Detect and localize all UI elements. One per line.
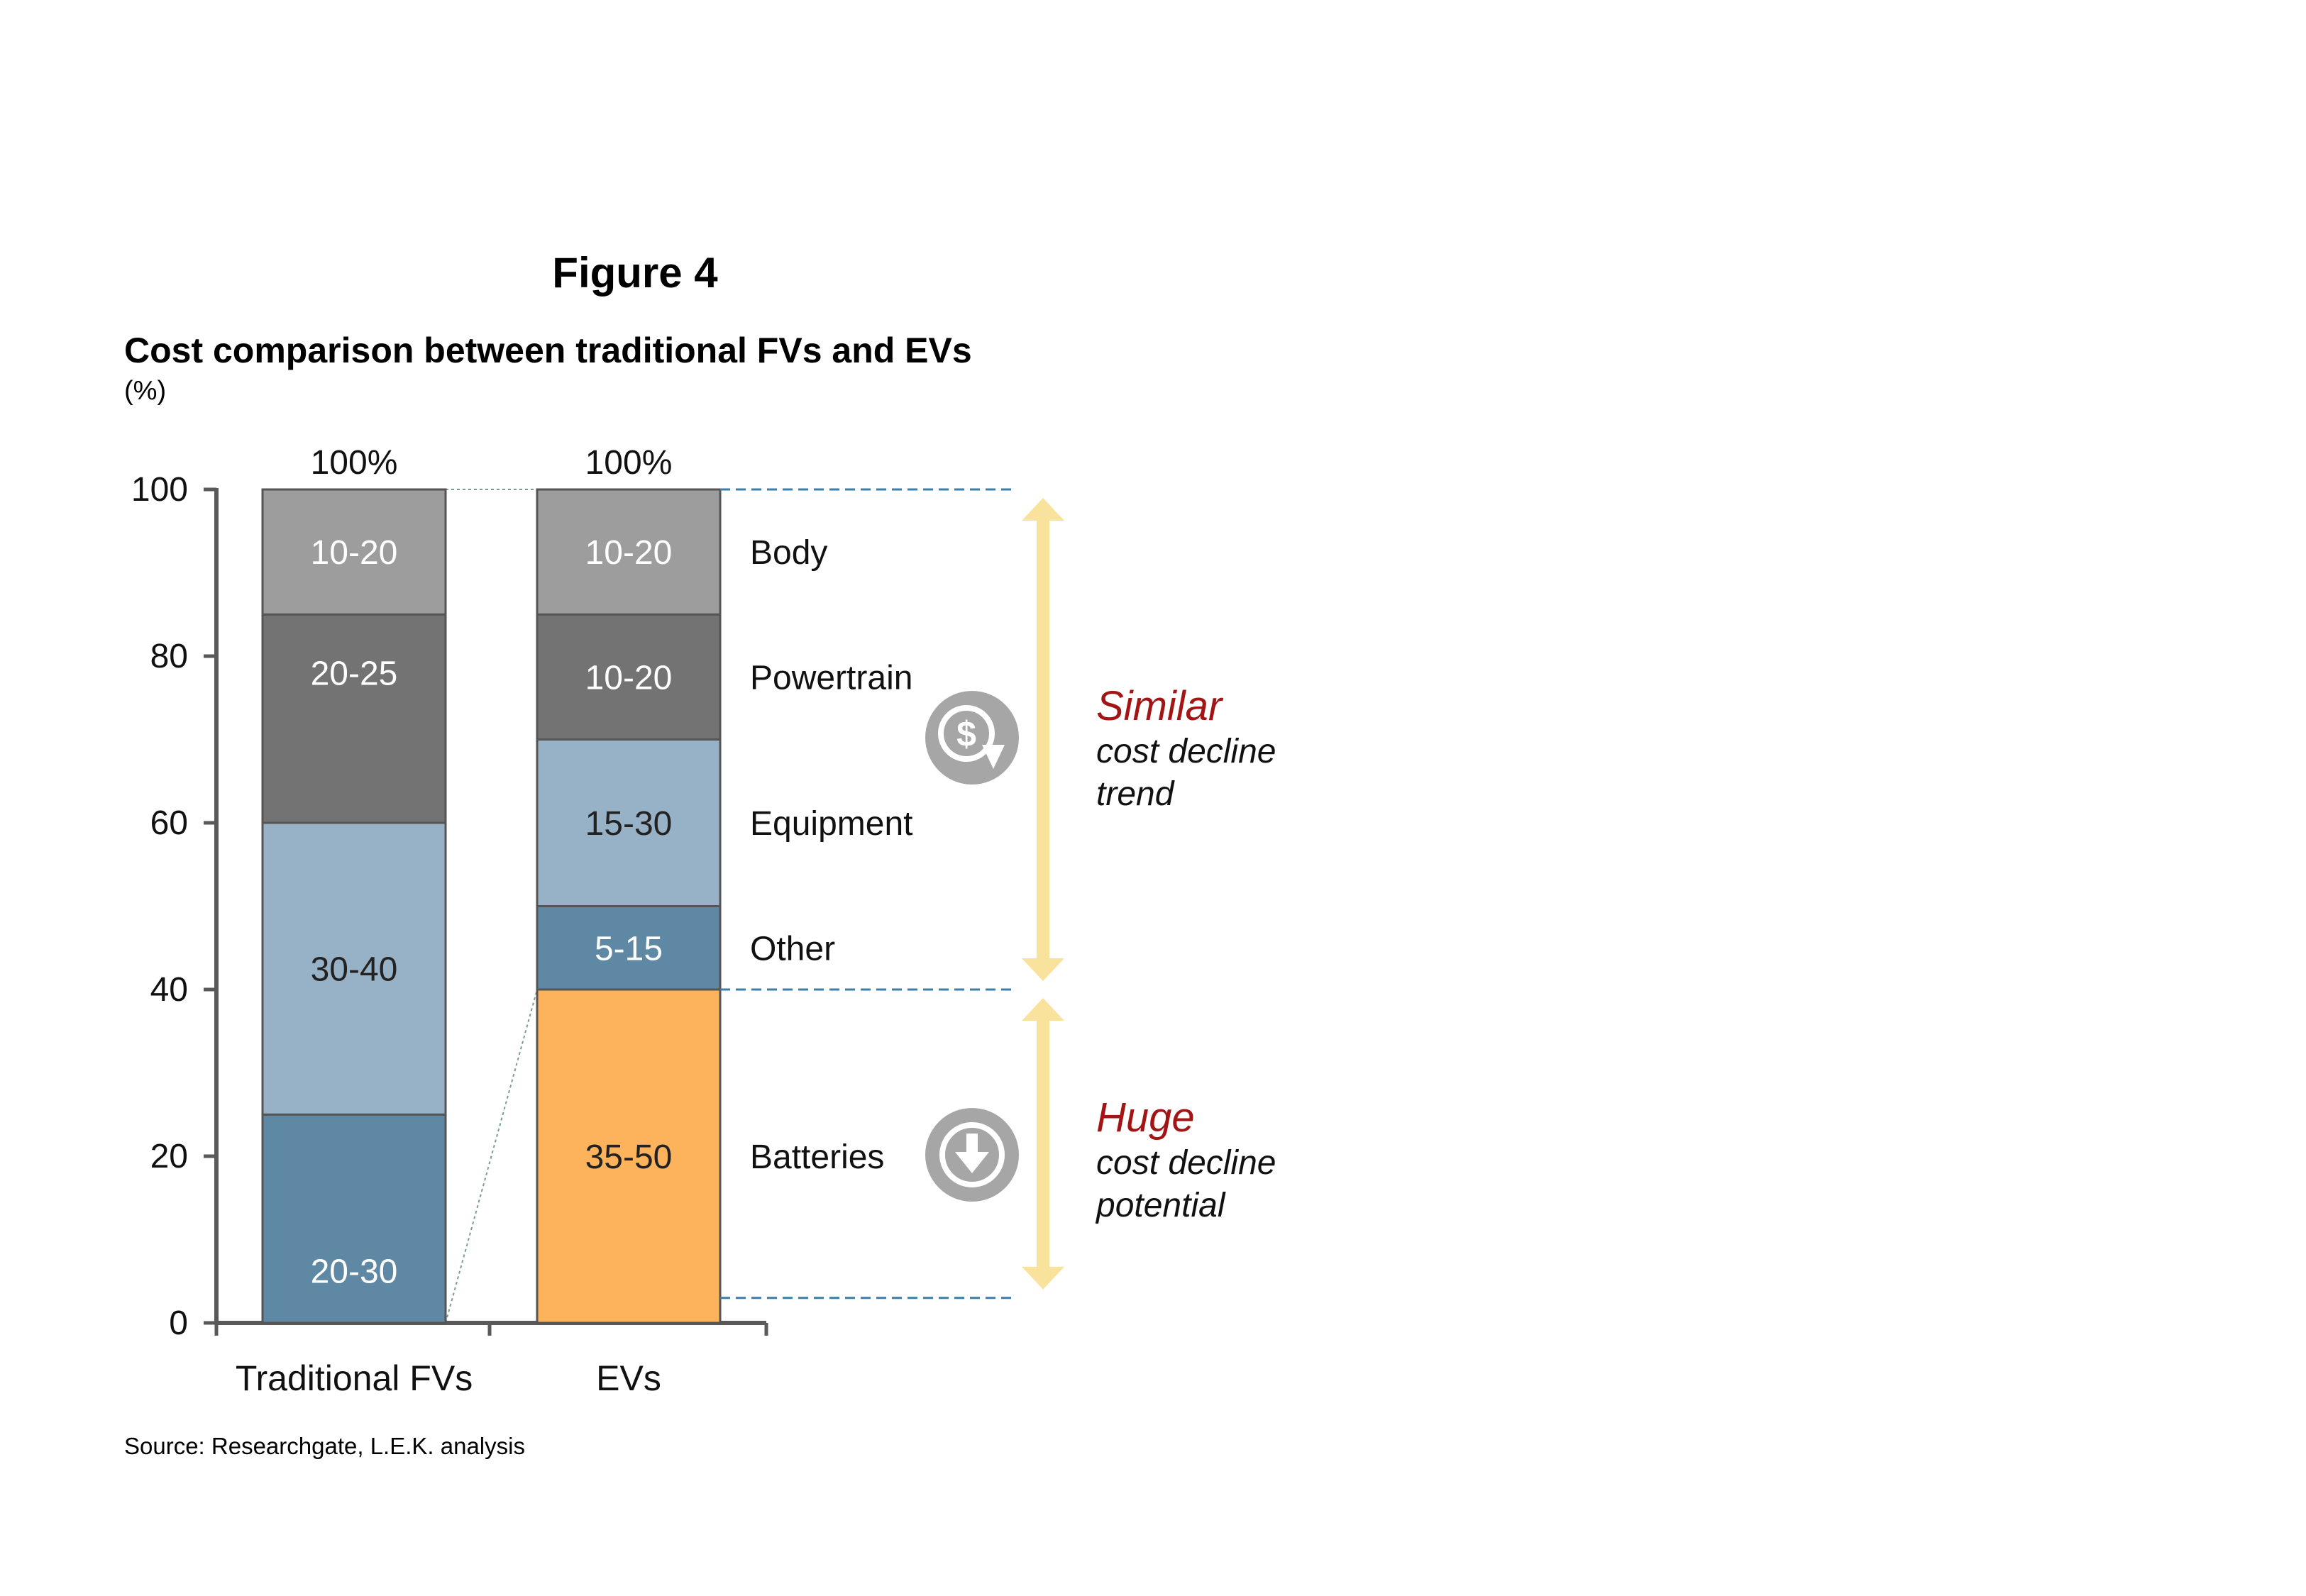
x-category-label: Traditional FVs [236,1358,473,1398]
annotation-emphasis: Huge [1096,1095,1195,1141]
range-arrow-head [1022,958,1064,981]
bar-segment [536,613,722,741]
series-label: Batteries [750,1138,884,1176]
bar-data-label: 20-25 [311,655,398,693]
figure-label: Figure 4 [552,249,718,297]
bar-data-label: 10-20 [585,534,673,572]
connector-line [445,989,538,1324]
bar-segment [536,988,722,1324]
down-arrow-shaft-icon [966,1134,978,1153]
chart-title: Cost comparison between traditional FVs … [124,331,972,370]
unit-label: (%) [124,376,167,406]
annotation-text: trend [1096,775,1175,813]
y-tick-label: 60 [150,804,188,842]
annotation-text: cost decline [1096,1144,1276,1182]
series-label: Equipment [750,805,912,843]
bar-data-label: 10-20 [585,659,673,697]
series-label: Powertrain [750,659,912,697]
bar-data-label: 15-30 [585,805,673,843]
y-tick-label: 40 [150,971,188,1009]
bar-data-label: 5-15 [595,930,663,968]
bar-total-label: 100% [311,444,398,482]
y-tick-label: 20 [150,1138,188,1175]
annotation-text: potential [1095,1187,1226,1224]
bar-segment [261,1113,447,1324]
bar-data-label: 10-20 [311,534,398,572]
down-arrow-icon [982,745,1005,769]
annotation-text: cost decline [1096,733,1276,770]
bar-data-label: 30-40 [311,951,398,989]
annotation-emphasis: Similar [1096,683,1224,729]
range-arrow-head [1022,498,1064,521]
ring-icon [939,1122,1005,1187]
series-label: Body [750,534,827,572]
bar-segment [261,488,447,616]
range-arrow-head [1022,998,1064,1021]
x-category-label: EVs [596,1358,661,1398]
dollar-ring-icon [938,705,995,762]
range-arrow-head [1022,1266,1064,1290]
bar-segment [261,613,447,824]
down-arrow-icon [955,1152,989,1173]
bar-data-label: 20-30 [311,1253,398,1291]
y-tick-label: 100 [131,471,188,509]
series-label: Other [750,930,835,968]
source-note: Source: Researchgate, L.E.K. analysis [124,1433,525,1459]
bar-segment [536,905,722,991]
y-tick-label: 0 [169,1304,188,1342]
dollar-sign-icon: $ [956,714,976,754]
bar-segment [536,738,722,907]
bar-segment [536,488,722,616]
y-tick-label: 80 [150,638,188,675]
bar-data-label: 35-50 [585,1138,673,1176]
bar-total-label: 100% [585,444,673,482]
